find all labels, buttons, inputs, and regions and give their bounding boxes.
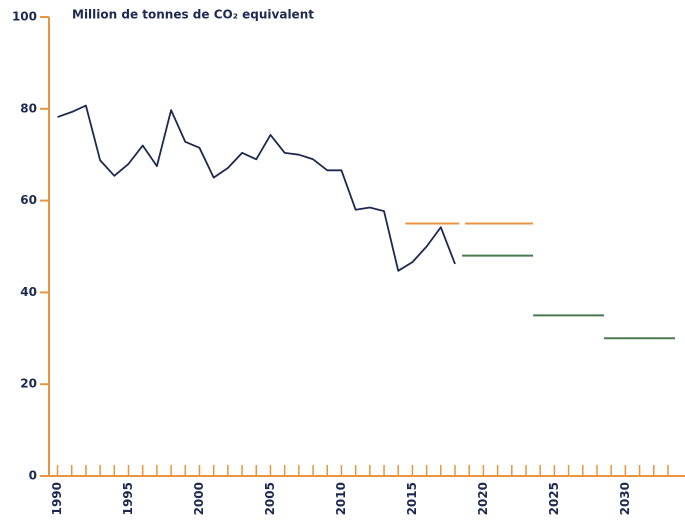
x-tick-label: 2010 (334, 482, 348, 515)
series-line (57, 104, 456, 272)
x-tick-label: 2025 (547, 482, 561, 515)
chart-title: Million de tonnes de CO₂ equivalent (72, 8, 314, 22)
y-tick-label: 60 (20, 193, 37, 207)
x-tick-label: 2015 (405, 482, 419, 515)
x-tick-label: 2005 (263, 482, 277, 515)
x-tick-label: 2020 (476, 482, 490, 515)
x-tick-label: 2030 (618, 482, 632, 515)
y-tick-label: 100 (12, 10, 37, 24)
x-tick-label: 2000 (192, 482, 206, 515)
y-tick-label: 0 (29, 469, 37, 483)
y-tick-label: 80 (20, 101, 37, 115)
y-tick-label: 40 (20, 285, 37, 299)
x-tick-label: 1995 (121, 482, 135, 515)
x-tick-label: 1990 (50, 482, 64, 515)
y-tick-label: 20 (20, 377, 37, 391)
